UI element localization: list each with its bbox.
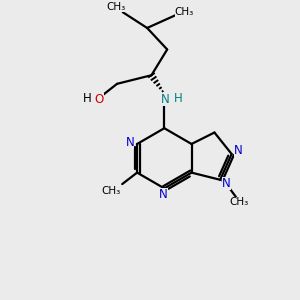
Text: N: N [222, 177, 231, 190]
Text: O: O [95, 92, 104, 106]
Text: N: N [234, 144, 242, 157]
Text: N: N [159, 188, 168, 201]
Text: CH₃: CH₃ [106, 2, 125, 12]
Text: H: H [174, 92, 183, 105]
Text: CH₃: CH₃ [229, 197, 248, 207]
Text: CH₃: CH₃ [175, 7, 194, 17]
Text: N: N [126, 136, 134, 149]
Text: N: N [161, 92, 170, 106]
Text: H: H [82, 92, 91, 105]
Text: CH₃: CH₃ [101, 186, 120, 196]
